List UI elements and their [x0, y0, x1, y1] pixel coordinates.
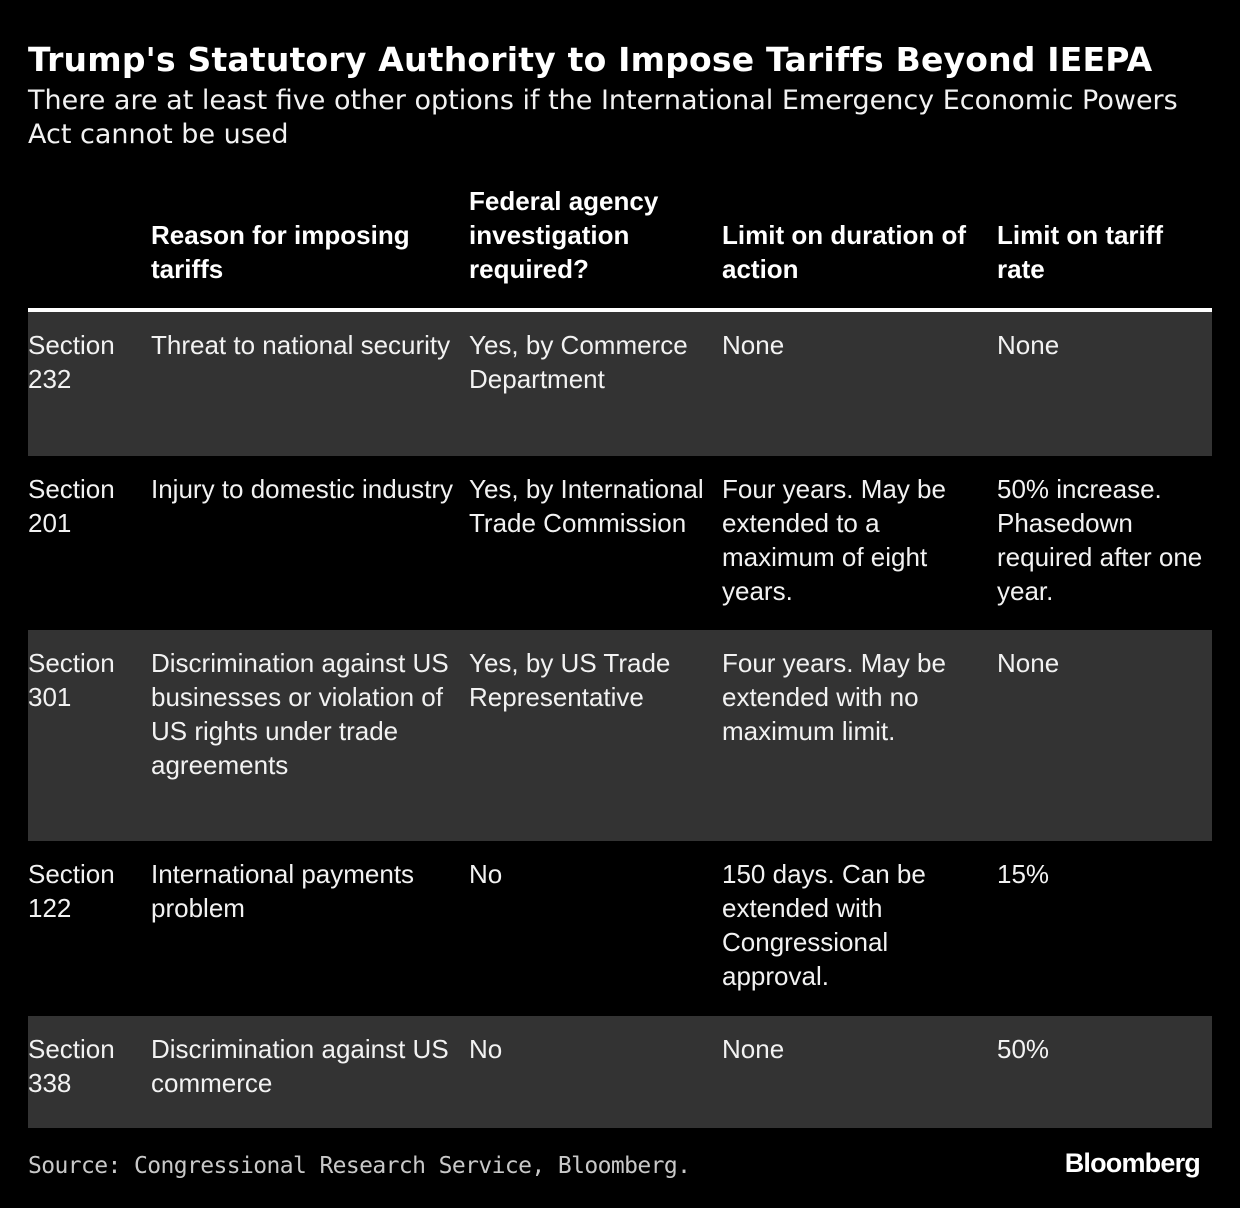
cell-duration: None — [722, 1034, 785, 1064]
cell-investigation: Yes, by Commerce Department — [469, 330, 688, 394]
tariff-authority-table: Reason for imposing tariffs Federal agen… — [28, 182, 1212, 1128]
cell-duration: None — [722, 330, 785, 360]
cell-section: Section 201 — [28, 474, 115, 538]
cell-section: Section 301 — [28, 648, 115, 712]
cell-duration: Four years. May be extended with no maxi… — [722, 648, 946, 746]
table-row: Section 232 Threat to national security … — [28, 312, 1212, 456]
column-header-rate: Limit on tariff rate — [997, 220, 1164, 284]
cell-duration: Four years. May be extended to a maximum… — [722, 474, 946, 606]
chart-subtitle: There are at least five other options if… — [28, 85, 1178, 150]
cell-investigation: Yes, by US Trade Representative — [469, 648, 671, 712]
column-header-reason: Reason for imposing tariffs — [151, 220, 410, 284]
cell-reason: Injury to domestic industry — [151, 474, 454, 504]
cell-reason: International payments problem — [151, 859, 415, 923]
cell-section: Section 338 — [28, 1034, 115, 1098]
cell-rate: 50% — [997, 1034, 1050, 1064]
cell-investigation: No — [469, 1034, 503, 1064]
bloomberg-logo: Bloomberg — [1064, 1148, 1201, 1178]
cell-section: Section 232 — [28, 330, 115, 394]
chart-title: Trump's Statutory Authority to Impose Ta… — [28, 40, 1153, 79]
cell-rate: 50% increase. Phasedown required after o… — [997, 474, 1203, 606]
cell-investigation: No — [469, 859, 503, 889]
cell-investigation: Yes, by International Trade Commission — [469, 474, 704, 538]
cell-reason: Discrimination against US commerce — [151, 1034, 449, 1098]
cell-rate: None — [997, 648, 1060, 678]
column-header-investigation: Federal agency investigation required? — [469, 186, 659, 284]
cell-section: Section 122 — [28, 859, 115, 923]
cell-reason: Threat to national security — [151, 330, 451, 360]
column-header-duration: Limit on duration of action — [722, 220, 967, 284]
table-header: Reason for imposing tariffs Federal agen… — [28, 182, 1212, 312]
table-row: Section 301 Discrimination against US bu… — [28, 630, 1212, 841]
table-row: Section 201 Injury to domestic industry … — [28, 456, 1212, 630]
cell-duration: 150 days. Can be extended with Congressi… — [722, 859, 926, 991]
source-note: Source: Congressional Research Service, … — [28, 1153, 691, 1179]
table-row: Section 122 International payments probl… — [28, 841, 1212, 1016]
cell-rate: None — [997, 330, 1060, 360]
cell-reason: Discrimination against US businesses or … — [151, 648, 449, 780]
table-row: Section 338 Discrimination against US co… — [28, 1016, 1212, 1128]
cell-rate: 15% — [997, 859, 1050, 889]
